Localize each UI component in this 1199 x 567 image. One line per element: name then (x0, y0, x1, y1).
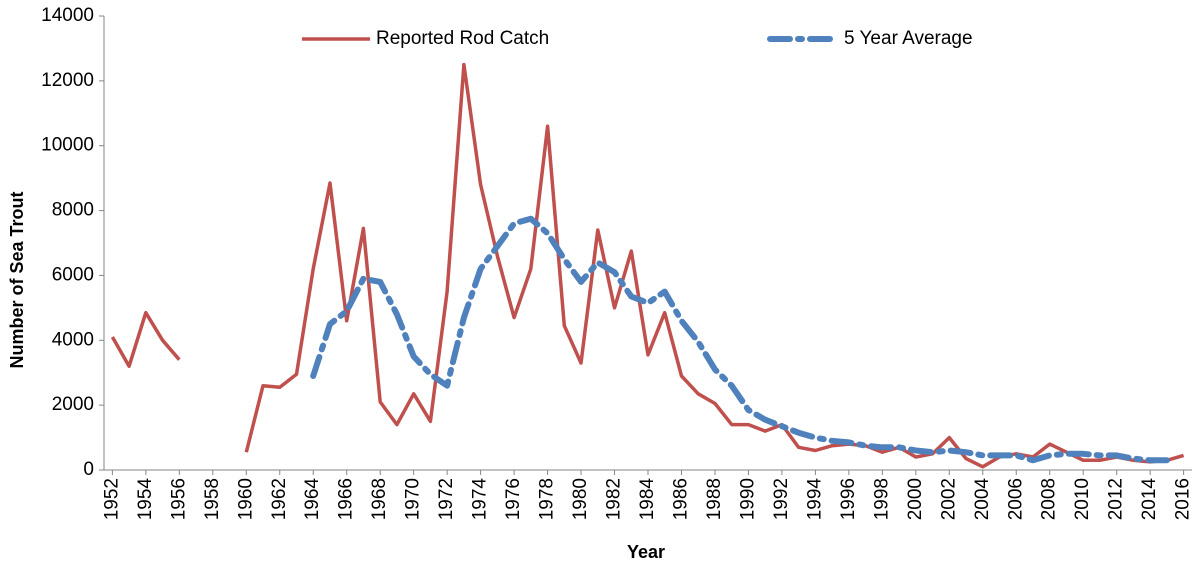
x-tick-label: 1990 (737, 478, 758, 520)
x-tick-label: 2012 (1106, 478, 1127, 520)
x-tick-label: 1992 (771, 478, 792, 520)
x-tick-label: 1958 (202, 478, 223, 520)
y-tick-label: 10000 (41, 135, 94, 156)
x-tick-label: 1984 (637, 478, 658, 521)
x-tick-label: 1966 (336, 478, 357, 520)
y-tick-label: 8000 (52, 200, 94, 221)
x-tick-label: 2014 (1139, 478, 1160, 521)
y-tick-label: 0 (83, 459, 94, 480)
x-tick-label: 1976 (503, 478, 524, 520)
x-tick-label: 2016 (1173, 478, 1194, 520)
x-tick-label: 1994 (804, 478, 825, 521)
x-tick-label: 1986 (670, 478, 691, 520)
series-line (110, 62, 1185, 469)
x-tick-label: 1988 (704, 478, 725, 520)
y-tick-label: 4000 (52, 329, 94, 350)
x-tick-label: 1956 (168, 478, 189, 520)
x-tick-label: 1968 (369, 478, 390, 520)
x-tick-label: 1972 (436, 478, 457, 520)
y-tick-label: 14000 (41, 5, 94, 26)
series-line (310, 215, 1170, 464)
x-tick-label: 1960 (235, 478, 256, 520)
x-tick-label: 1978 (537, 478, 558, 520)
x-tick-label: 1952 (101, 478, 122, 520)
x-tick-label: 2002 (938, 478, 959, 520)
x-axis-label: Year (627, 542, 665, 562)
y-tick-label: 2000 (52, 394, 94, 415)
legend-label: Reported Rod Catch (376, 28, 549, 49)
y-tick-label: 6000 (52, 264, 94, 285)
y-axis-label: Number of Sea Trout (7, 191, 27, 368)
x-tick-label: 2006 (1005, 478, 1026, 520)
x-tick-label: 1998 (871, 478, 892, 520)
x-tick-label: 1954 (135, 478, 156, 521)
x-tick-label: 1974 (470, 478, 491, 521)
x-tick-label: 2008 (1039, 478, 1060, 520)
x-tick-label: 1980 (570, 478, 591, 520)
x-tick-label: 1996 (838, 478, 859, 520)
y-tick-label: 12000 (41, 70, 94, 91)
legend-label: 5 Year Average (844, 28, 973, 49)
x-tick-label: 1970 (403, 478, 424, 520)
x-tick-label: 1962 (269, 478, 290, 520)
x-tick-label: 2010 (1072, 478, 1093, 520)
x-tick-label: 2004 (972, 478, 993, 521)
x-tick-label: 1964 (302, 478, 323, 521)
x-tick-label: 2000 (905, 478, 926, 520)
x-tick-label: 1982 (604, 478, 625, 520)
